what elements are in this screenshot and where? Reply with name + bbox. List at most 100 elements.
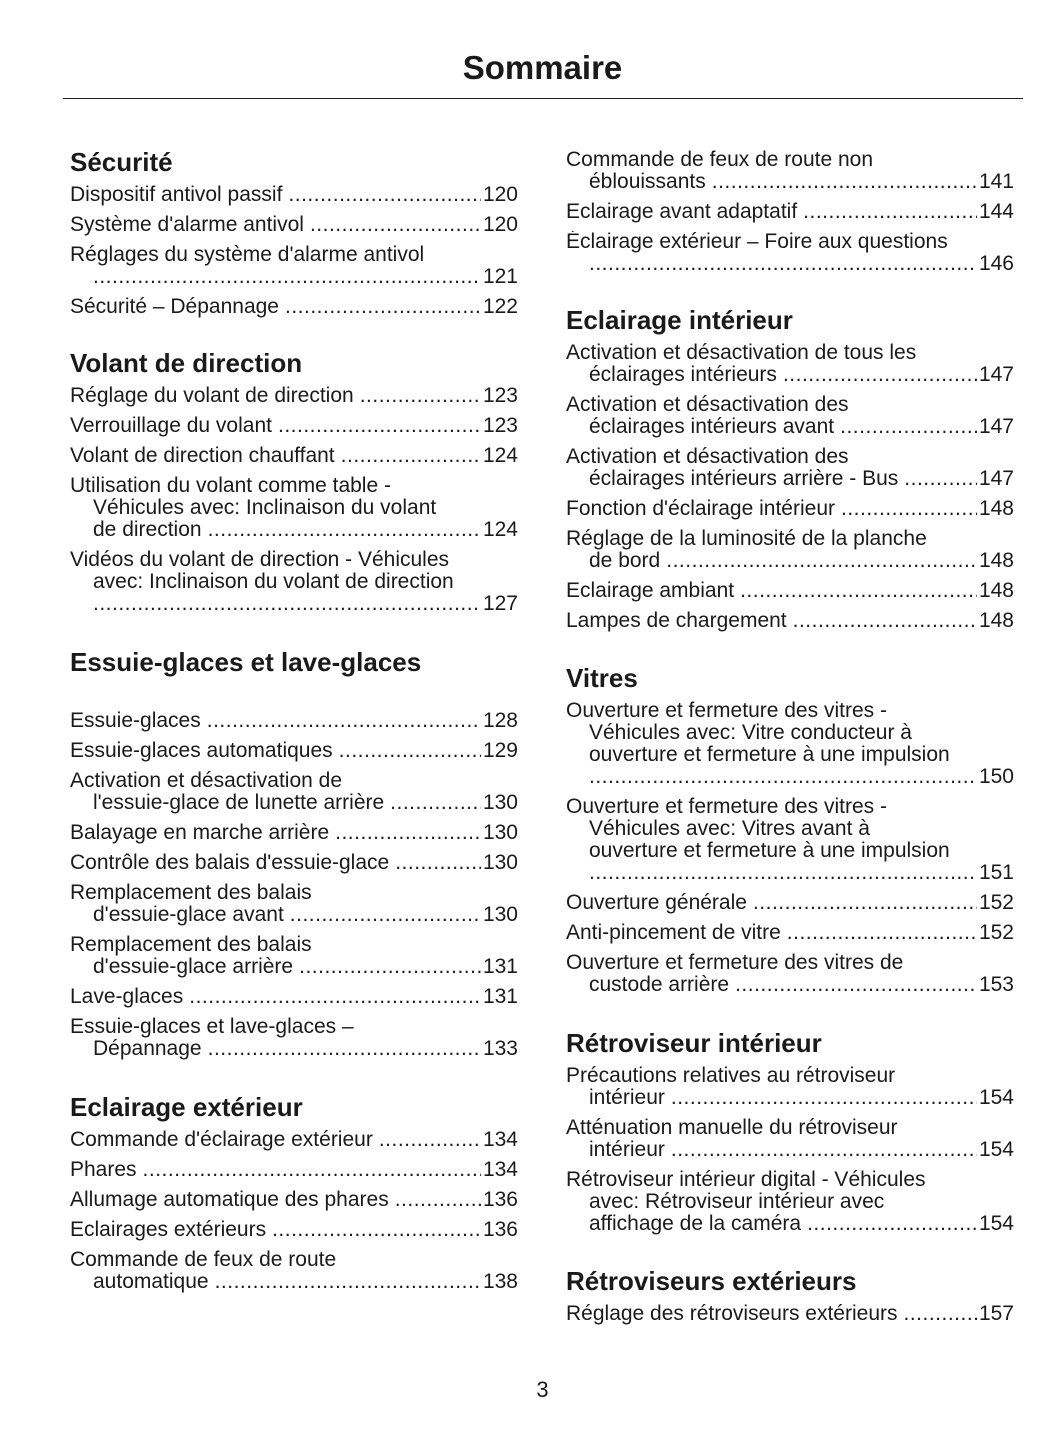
entry-title: Eclairage ambiant: [566, 580, 735, 602]
page-reference[interactable]: 127: [482, 593, 518, 615]
toc-entry[interactable]: Ouverture et fermeture des vitres de cust…: [566, 952, 1014, 996]
toc-entry[interactable]: Allumage automatique des phares.........…: [70, 1189, 518, 1211]
page-reference[interactable]: 121: [482, 266, 518, 288]
entry-title: Réglage de la luminosité de la planche: [566, 528, 927, 550]
page-reference[interactable]: 154: [978, 1087, 1014, 1109]
entry-title: éblouissants: [589, 171, 706, 193]
page-reference[interactable]: 138: [482, 1271, 518, 1293]
page-reference[interactable]: 123: [482, 415, 518, 437]
toc-entry[interactable]: Système d'alarme antivol................…: [70, 214, 518, 236]
toc-entry[interactable]: Réglage du volant de direction..........…: [70, 385, 518, 407]
page-reference[interactable]: 148: [978, 498, 1014, 520]
section-heading: Essuie-glaces et lave-glaces: [70, 647, 422, 677]
page-reference[interactable]: 123: [482, 385, 518, 407]
toc-entry[interactable]: Eclairage ambiant.......................…: [566, 580, 1014, 602]
toc-entry[interactable]: Commande de feux de route automatique....…: [70, 1249, 518, 1293]
page-reference[interactable]: 130: [482, 852, 518, 874]
dot-leader: ........................................…: [390, 792, 481, 814]
entry-title: Ouverture générale: [566, 892, 747, 914]
page-reference[interactable]: 157: [978, 1303, 1014, 1325]
toc-entry[interactable]: Lampes de chargement....................…: [566, 610, 1014, 632]
entry-title: avec: Rétroviseur intérieur avec: [589, 1191, 885, 1213]
entry-title: Commande de feux de route non: [566, 149, 874, 171]
page-reference[interactable]: 136: [482, 1189, 518, 1211]
page-reference[interactable]: 124: [482, 445, 518, 467]
entry-title: l'essuie-glace de lunette arrière: [93, 792, 385, 814]
toc-entry[interactable]: Éclairage extérieur – Foire aux question…: [566, 231, 1014, 275]
page-reference[interactable]: 133: [482, 1038, 518, 1060]
toc-entry[interactable]: Vidéos du volant de direction - Véhicule…: [70, 549, 518, 615]
page-reference[interactable]: 154: [978, 1213, 1014, 1235]
toc-entry[interactable]: Activation et désactivation de l'essuie-g…: [70, 770, 518, 814]
toc-entry[interactable]: Ouverture et fermeture des vitres - Véhic…: [566, 700, 1014, 788]
toc-entry[interactable]: Eclairage avant adaptatif...............…: [566, 201, 1014, 223]
page-reference[interactable]: 144: [978, 201, 1014, 223]
page-reference[interactable]: 130: [482, 792, 518, 814]
toc-entry[interactable]: Lave-glaces.............................…: [70, 986, 518, 1008]
page-reference[interactable]: 152: [978, 922, 1014, 944]
toc-entry[interactable]: Eclairages extérieurs...................…: [70, 1219, 518, 1241]
toc-entry[interactable]: Réglage des rétroviseurs extérieurs.....…: [566, 1303, 1014, 1325]
toc-entry[interactable]: Sécurité – Dépannage....................…: [70, 296, 518, 318]
page-reference[interactable]: 153: [978, 974, 1014, 996]
toc-entry[interactable]: Essuie-glaces automatiques..............…: [70, 740, 518, 762]
page-reference[interactable]: 134: [482, 1159, 518, 1181]
toc-entry[interactable]: Utilisation du volant comme table - Véhic…: [70, 475, 518, 541]
page-reference[interactable]: 122: [482, 296, 518, 318]
page-reference[interactable]: 147: [978, 468, 1014, 490]
page-reference[interactable]: 148: [978, 580, 1014, 602]
page-reference[interactable]: 134: [482, 1129, 518, 1151]
page-reference[interactable]: 148: [978, 610, 1014, 632]
page-reference[interactable]: 131: [482, 956, 518, 978]
page-reference[interactable]: 130: [482, 904, 518, 926]
page-reference[interactable]: 124: [482, 519, 518, 541]
page-reference[interactable]: 147: [978, 416, 1014, 438]
toc-entry[interactable]: Fonction d'éclairage intérieur..........…: [566, 498, 1014, 520]
page-reference[interactable]: 131: [482, 986, 518, 1008]
dot-leader: ........................................…: [277, 415, 481, 437]
toc-entry[interactable]: Précautions relatives au rétroviseur inté…: [566, 1065, 1014, 1109]
toc-entry[interactable]: Contrôle des balais d'essuie-glace......…: [70, 852, 518, 874]
toc-entry[interactable]: Ouverture et fermeture des vitres - Véhic…: [566, 796, 1014, 884]
toc-entry[interactable]: Commande de feux de route non éblouissant…: [566, 149, 1014, 193]
page-reference[interactable]: 141: [978, 171, 1014, 193]
toc-entry[interactable]: Commande d'éclairage extérieur..........…: [70, 1129, 518, 1151]
entry-title: Utilisation du volant comme table -: [70, 475, 391, 497]
page-reference[interactable]: 147: [978, 364, 1014, 386]
entry-title: Ouverture et fermeture des vitres de: [566, 952, 904, 974]
page-reference[interactable]: 130: [482, 822, 518, 844]
toc-entry[interactable]: Essuie-glaces et lave-glaces – Dépannage.…: [70, 1016, 518, 1060]
page-reference[interactable]: 128: [482, 710, 518, 732]
toc-entry[interactable]: Anti-pincement de vitre.................…: [566, 922, 1014, 944]
toc-entry[interactable]: Remplacement des balais d'essuie-glace av…: [70, 882, 518, 926]
toc-entry[interactable]: Remplacement des balais d'essuie-glace ar…: [70, 934, 518, 978]
toc-entry[interactable]: Verrouillage du volant..................…: [70, 415, 518, 437]
page-reference[interactable]: 136: [482, 1219, 518, 1241]
page-reference[interactable]: 120: [482, 214, 518, 236]
page-reference[interactable]: 146: [978, 253, 1014, 275]
section-heading: Rétroviseurs extérieurs: [566, 1266, 857, 1296]
page-reference[interactable]: 152: [978, 892, 1014, 914]
entry-title: Précautions relatives au rétroviseur: [566, 1065, 896, 1087]
toc-entry[interactable]: Activation et désactivation des éclairage…: [566, 446, 1014, 490]
toc-entry[interactable]: Activation et désactivation de tous les é…: [566, 342, 1014, 386]
page-reference[interactable]: 154: [978, 1139, 1014, 1161]
toc-entry[interactable]: Ouverture générale......................…: [566, 892, 1014, 914]
toc-entry[interactable]: Rétroviseur intérieur digital - Véhicule…: [566, 1169, 1014, 1235]
toc-entry[interactable]: Phares..................................…: [70, 1159, 518, 1181]
page-reference[interactable]: 120: [482, 184, 518, 206]
toc-entry[interactable]: Volant de direction chauffant...........…: [70, 445, 518, 467]
page-reference[interactable]: 148: [978, 550, 1014, 572]
toc-entry[interactable]: Réglage de la luminosité de la planche de…: [566, 528, 1014, 572]
toc-entry[interactable]: Réglages du système d'alarme antivol....…: [70, 244, 518, 288]
page-reference[interactable]: 151: [978, 862, 1014, 884]
dot-leader: ........................................…: [803, 201, 977, 223]
toc-entry[interactable]: Balayage en marche arrière..............…: [70, 822, 518, 844]
toc-entry[interactable]: Essuie-glaces...........................…: [70, 710, 518, 732]
toc-entry[interactable]: Activation et désactivation des éclairage…: [566, 394, 1014, 438]
page-reference[interactable]: 150: [978, 766, 1014, 788]
toc-entry[interactable]: Dispositif antivol passif...............…: [70, 184, 518, 206]
toc-entry[interactable]: Atténuation manuelle du rétroviseur intér…: [566, 1117, 1014, 1161]
entry-title: Phares: [70, 1159, 137, 1181]
page-reference[interactable]: 129: [482, 740, 518, 762]
